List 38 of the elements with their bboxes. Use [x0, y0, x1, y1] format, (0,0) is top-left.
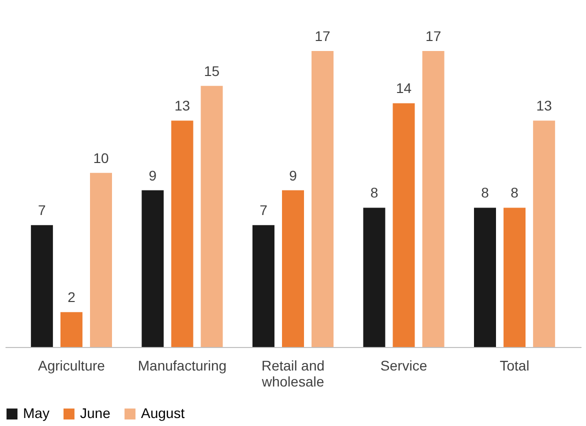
data-label: 8 — [481, 184, 490, 201]
data-label: 8 — [370, 184, 378, 201]
bar — [363, 208, 386, 347]
data-label: 7 — [38, 202, 46, 218]
bar — [474, 208, 496, 347]
bar — [282, 190, 304, 347]
bar — [60, 312, 82, 347]
data-label: 13 — [174, 98, 190, 114]
bar — [90, 172, 112, 347]
data-label: 8 — [510, 184, 519, 201]
data-label: 10 — [93, 150, 109, 166]
data-label: 9 — [289, 167, 298, 184]
bar — [200, 86, 223, 347]
x-tick-label: Retail and wholesale — [260, 358, 325, 390]
bar — [142, 190, 164, 347]
bar — [533, 120, 556, 347]
data-label: 7 — [260, 202, 268, 218]
bar — [312, 51, 334, 347]
data-label: 2 — [68, 289, 76, 306]
legend-label: June — [80, 405, 111, 421]
x-tick-label: Total — [500, 358, 530, 374]
data-label: 17 — [426, 28, 442, 44]
bar — [30, 225, 53, 347]
bar — [422, 51, 444, 347]
bar — [392, 103, 415, 347]
data-label: 17 — [314, 28, 331, 44]
bar — [504, 208, 526, 347]
x-tick-label: Service — [380, 358, 428, 374]
bar — [171, 120, 194, 347]
x-tick-label: Agriculture — [38, 358, 106, 374]
x-tick-label: Manufacturing — [138, 358, 227, 374]
data-label: 15 — [204, 62, 220, 79]
data-label: 14 — [396, 80, 412, 96]
legend-label: August — [141, 405, 185, 421]
data-label: 9 — [148, 167, 157, 184]
data-label: 13 — [536, 98, 552, 114]
bar — [252, 225, 274, 347]
legend-label: May — [23, 405, 50, 421]
